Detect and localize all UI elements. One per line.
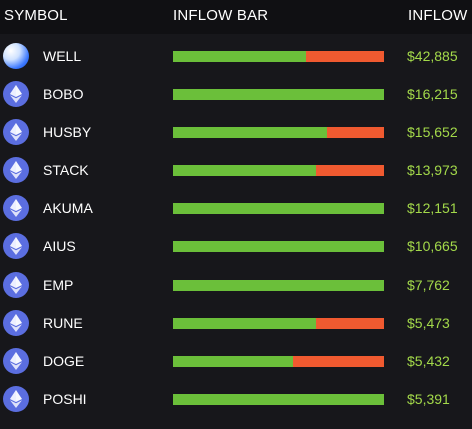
token-symbol[interactable]: RUNE [43,314,83,331]
inflow-value: $16,215 [407,86,458,103]
table-body: WELL $42,885 BOBO $16,215 HUSBY $15,652 STACK $… [0,38,472,419]
ethereum-token-icon [3,309,29,336]
token-symbol[interactable]: STACK [43,162,89,179]
ethereum-token-icon [3,119,29,146]
token-symbol[interactable]: HUSBY [43,124,92,141]
inflow-bar [173,393,384,405]
inflow-bar-outflow-segment [316,317,384,329]
inflow-value: $5,391 [407,390,450,407]
inflow-bar-inflow-segment [173,51,306,62]
inflow-bar-inflow-segment [173,317,317,329]
inflow-bar [173,165,384,177]
table-header: SYMBOL INFLOW BAR INFLOW [0,0,472,34]
inflow-bar-outflow-segment [327,127,384,139]
ethereum-token-icon [3,195,29,222]
well-token-icon [3,43,29,69]
token-symbol[interactable]: WELL [43,48,82,64]
inflow-bar-outflow-segment [316,165,384,177]
ethereum-token-icon [3,81,29,108]
column-header-inflow[interactable]: INFLOW [408,7,468,24]
column-header-symbol[interactable]: SYMBOL [4,7,68,24]
table-row[interactable]: AIUS $10,665 [0,228,472,266]
token-symbol[interactable]: EMP [43,276,74,293]
inflow-bar-inflow-segment [173,89,384,101]
inflow-bar-inflow-segment [173,393,384,405]
inflow-bar-inflow-segment [173,279,384,291]
inflow-value: $5,432 [407,352,450,369]
table-row[interactable]: AKUMA $12,151 [0,190,472,228]
table-row[interactable]: POSHI $5,391 [0,381,472,419]
ethereum-token-icon [3,271,29,298]
inflow-value: $5,473 [407,314,450,331]
token-symbol[interactable]: DOGE [43,352,85,369]
ethereum-token-icon [3,233,29,260]
ethereum-token-icon [3,157,29,184]
inflow-bar [173,127,384,139]
inflow-bar [173,279,384,291]
table-row[interactable]: BOBO $16,215 [0,76,472,114]
inflow-bar [173,51,384,62]
inflow-value: $13,973 [407,162,458,179]
inflow-bar [173,89,384,101]
token-symbol[interactable]: AIUS [43,238,76,255]
inflow-bar [173,203,384,215]
table-row[interactable]: WELL $42,885 [0,38,472,76]
column-header-inflow-bar[interactable]: INFLOW BAR [173,7,269,24]
inflow-value: $15,652 [407,124,458,141]
token-symbol[interactable]: POSHI [43,390,87,407]
table-row[interactable]: HUSBY $15,652 [0,114,472,152]
inflow-bar-inflow-segment [173,355,294,367]
inflow-bar [173,355,384,367]
table-row[interactable]: STACK $13,973 [0,152,472,190]
ethereum-token-icon [3,385,29,412]
table-row[interactable]: DOGE $5,432 [0,343,472,381]
inflow-bar-outflow-segment [305,51,384,62]
ethereum-token-icon [3,347,29,374]
inflow-value: $12,151 [407,200,458,217]
inflow-value: $7,762 [407,276,450,293]
token-symbol[interactable]: AKUMA [43,200,93,217]
inflow-value: $42,885 [407,48,458,64]
inflow-bar-outflow-segment [293,355,384,367]
table-row[interactable]: RUNE $5,473 [0,305,472,343]
inflow-bar [173,241,384,253]
inflow-bar-inflow-segment [173,203,384,215]
inflow-value: $10,665 [407,238,458,255]
inflow-bar-inflow-segment [173,127,328,139]
table-row[interactable]: EMP $7,762 [0,267,472,305]
inflow-bar-inflow-segment [173,241,384,253]
inflow-bar [173,317,384,329]
inflow-bar-inflow-segment [173,165,317,177]
token-symbol[interactable]: BOBO [43,86,84,103]
